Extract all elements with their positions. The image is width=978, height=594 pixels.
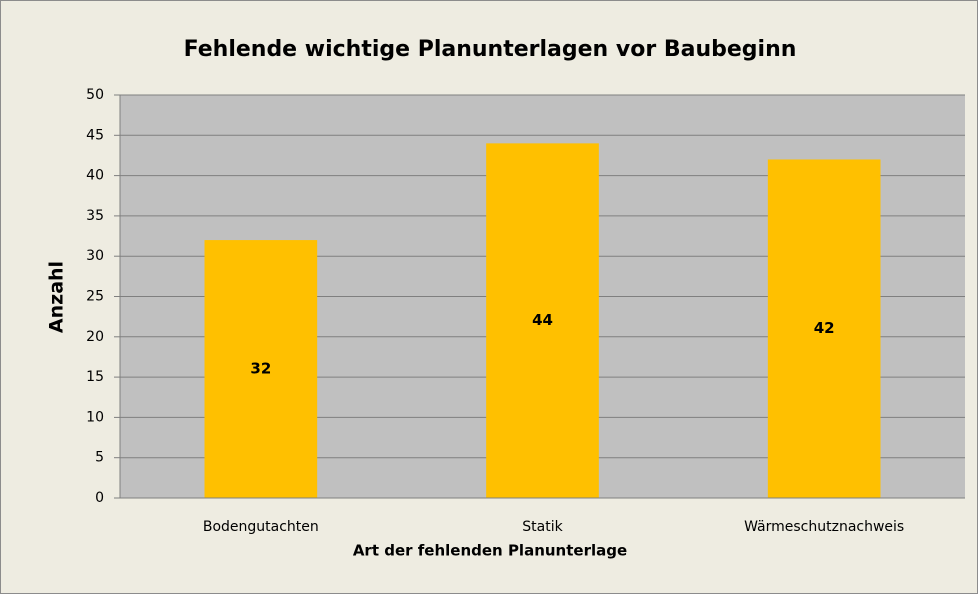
bar: [204, 240, 318, 498]
x-axis-title: Art der fehlenden Planunterlage: [353, 542, 627, 560]
y-tick-label: 45: [86, 127, 104, 143]
y-axis-title: Anzahl: [46, 261, 68, 333]
x-tick-label: Bodengutachten: [203, 519, 319, 535]
y-tick-label: 5: [95, 450, 104, 466]
y-tick-label: 25: [86, 289, 104, 305]
x-tick-label: Wärmeschutznachweis: [744, 519, 904, 535]
y-tick-label: 10: [86, 409, 104, 425]
y-tick-label: 40: [86, 168, 104, 184]
y-tick-label: 50: [86, 87, 104, 103]
bar: [767, 159, 881, 499]
y-tick-label: 0: [95, 490, 104, 506]
chart-title: Fehlende wichtige Planunterlagen vor Bau…: [184, 37, 797, 62]
bar: [486, 143, 599, 499]
data-label: 42: [814, 319, 835, 337]
y-tick-label: 20: [86, 329, 104, 345]
x-tick-label: Statik: [522, 519, 563, 535]
y-tick-label: 15: [86, 369, 104, 385]
y-tick-label: 30: [86, 248, 104, 264]
data-label: 32: [250, 360, 271, 378]
data-label: 44: [532, 311, 553, 329]
y-tick-label: 35: [86, 208, 104, 224]
